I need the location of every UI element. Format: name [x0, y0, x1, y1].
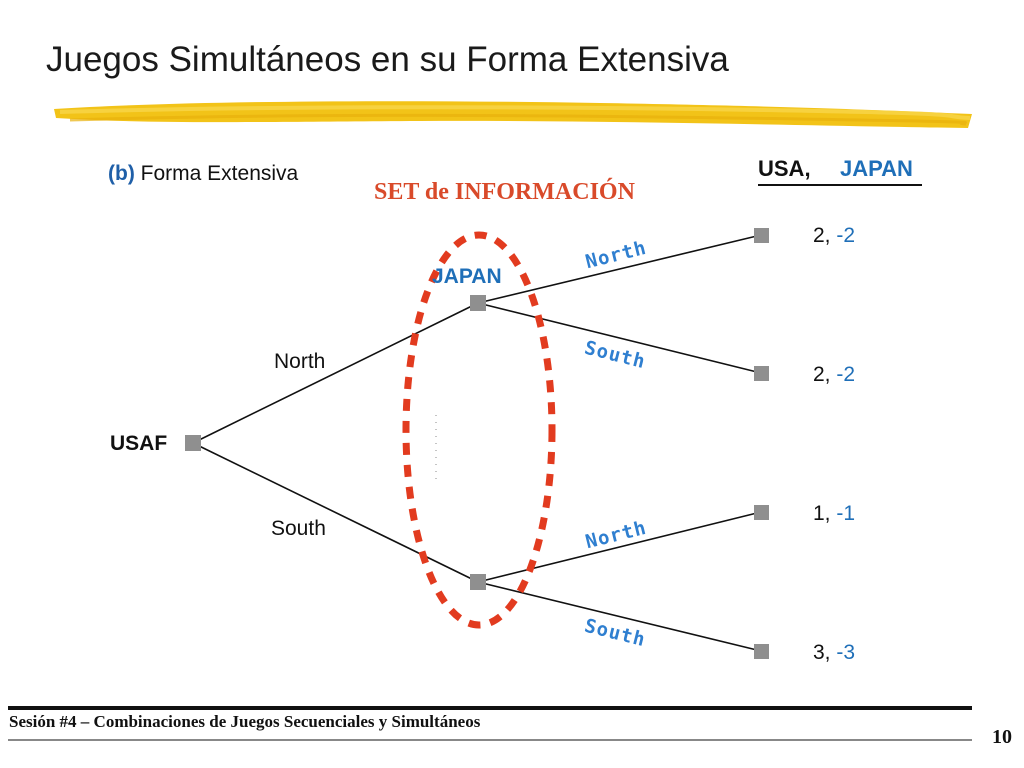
payoff-1-usa: 2, [813, 224, 831, 247]
usa-move-north: North [274, 350, 326, 373]
usa-move-south: South [271, 517, 326, 540]
subtitle: (b) Forma Extensiva [108, 162, 298, 186]
terminal-node-4 [754, 644, 769, 659]
header-player2: JAPAN [840, 156, 913, 181]
footer-text: Sesión #4 – Combinaciones de Juegos Secu… [9, 712, 481, 731]
edge-lower-south [477, 581, 762, 652]
edge-usaf-north [192, 302, 479, 444]
terminal-node-2 [754, 366, 769, 381]
edge-upper-north [477, 234, 762, 304]
root-node [185, 435, 201, 451]
subtitle-tag: (b) [108, 162, 135, 185]
edge-usaf-south [192, 442, 479, 583]
terminal-node-3 [754, 505, 769, 520]
payoff-3-usa: 1, [813, 502, 831, 525]
header-player1: USA, [758, 156, 811, 181]
payoff-1-japan: -2 [836, 224, 856, 247]
payoff-4: 3, -3 [813, 641, 855, 665]
information-set-ellipse [402, 231, 556, 629]
payoff-3-japan: -1 [836, 502, 856, 525]
payoff-2-japan: -2 [836, 363, 856, 386]
slide-title: Juegos Simultáneos en su Forma Extensiva [46, 40, 729, 79]
payoff-2-usa: 2, [813, 363, 831, 386]
root-label: USAF [110, 432, 168, 455]
japan-upper-node [470, 295, 486, 311]
subtitle-text: Forma Extensiva [140, 162, 299, 185]
payoff-4-usa: 3, [813, 641, 831, 664]
payoff-1: 2, -2 [813, 224, 855, 248]
japan-lower-node [470, 574, 486, 590]
japan-label: JAPAN [432, 265, 502, 288]
payoff-4-japan: -3 [836, 641, 856, 664]
title-brush-stroke [54, 101, 972, 128]
payoff-3: 1, -1 [813, 502, 855, 526]
edge-upper-south [477, 302, 762, 374]
payoff-2: 2, -2 [813, 363, 855, 387]
page-number: 10 [992, 726, 1012, 748]
terminal-node-1 [754, 228, 769, 243]
edge-lower-north [477, 511, 762, 583]
info-set-label: SET de INFORMACIÓN [374, 179, 635, 205]
